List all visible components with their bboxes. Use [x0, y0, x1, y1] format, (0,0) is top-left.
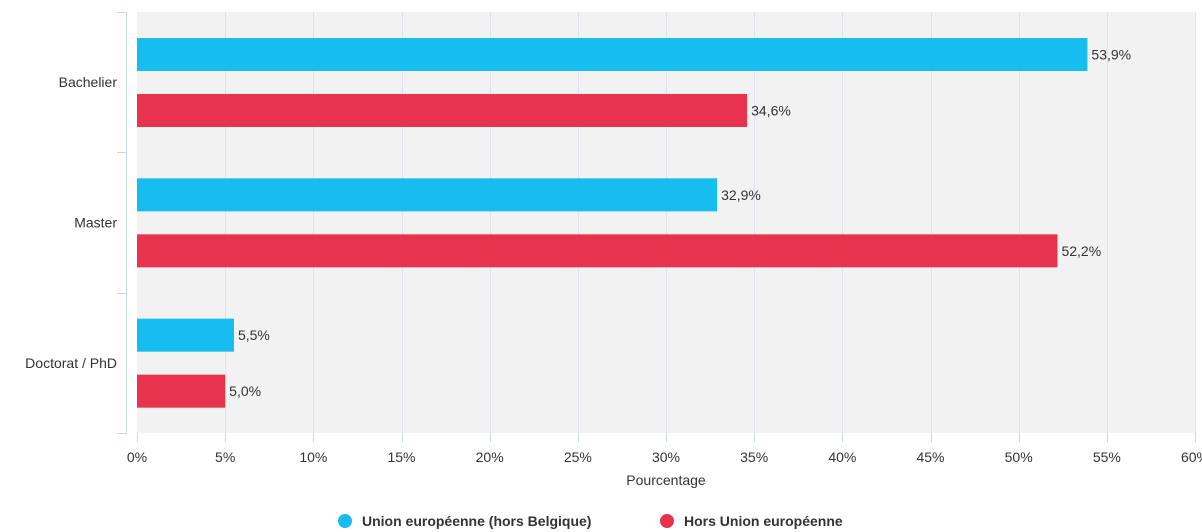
data-label: 52,2% — [1061, 243, 1101, 259]
data-labels: 53,9% 34,6% 32,9% 52,2% 5,5% 5,0% — [229, 47, 1131, 400]
x-tick-label: 20% — [476, 449, 504, 465]
x-axis-title: Pourcentage — [626, 472, 706, 488]
x-tick-label: 10% — [299, 449, 327, 465]
y-tick-label: Doctorat / PhD — [25, 355, 117, 371]
data-label: 32,9% — [721, 187, 761, 203]
x-tick-label: 40% — [828, 449, 856, 465]
legend-label[interactable]: Hors Union européenne — [684, 513, 843, 529]
x-tick-label: 35% — [740, 449, 768, 465]
y-tick-label: Master — [74, 215, 117, 231]
x-tick-label: 5% — [215, 449, 235, 465]
x-tick-label: 60% — [1181, 449, 1202, 465]
bar-non-eu-0 — [137, 94, 748, 127]
x-tick-label: 30% — [652, 449, 680, 465]
legend: Union européenne (hors Belgique) Hors Uni… — [338, 513, 843, 529]
bars — [137, 38, 1088, 408]
legend-marker — [660, 514, 674, 528]
y-tick-label: Bachelier — [59, 74, 118, 90]
data-label: 5,0% — [229, 383, 261, 399]
legend-label[interactable]: Union européenne (hors Belgique) — [362, 513, 591, 529]
x-tick-label: 50% — [1005, 449, 1033, 465]
x-tick-label: 45% — [916, 449, 944, 465]
data-label: 34,6% — [751, 103, 791, 119]
data-label: 5,5% — [238, 327, 270, 343]
x-tick-label: 55% — [1093, 449, 1121, 465]
bar-non-eu-1 — [137, 234, 1058, 268]
axes: Bachelier Master Doctorat / PhD 0% 5% 10% 15% 2… — [25, 12, 1202, 465]
x-tick-label: 0% — [127, 449, 147, 465]
bar-eu-0 — [137, 38, 1088, 71]
data-label: 53,9% — [1091, 47, 1131, 63]
bar-eu-2 — [137, 318, 234, 352]
grid-lines — [225, 12, 1196, 433]
legend-marker — [338, 514, 352, 528]
bar-non-eu-2 — [137, 374, 226, 408]
bar-eu-1 — [137, 178, 718, 212]
x-tick-label: 25% — [564, 449, 592, 465]
x-tick-label: 15% — [387, 449, 415, 465]
